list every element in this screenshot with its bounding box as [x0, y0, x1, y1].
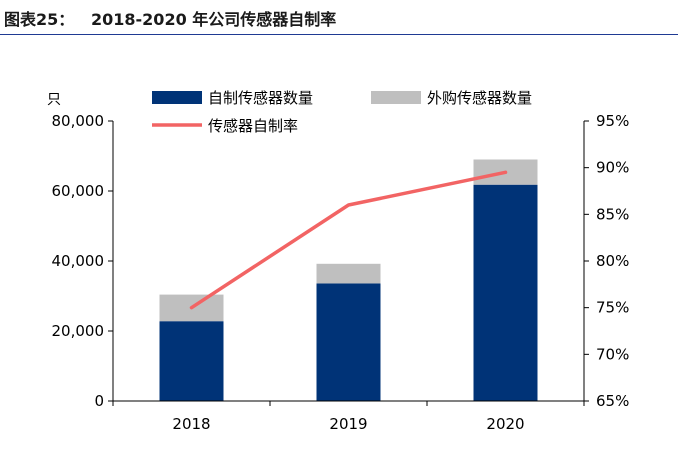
x-tick-label-2018: 2018: [172, 415, 210, 433]
y-right-tick-label: 85%: [596, 205, 629, 223]
y-left-tick-label: 60,000: [52, 182, 105, 200]
y-left-tick-label: 40,000: [52, 252, 105, 270]
title-rule: [0, 34, 678, 35]
y-left-tick-label: 20,000: [52, 322, 105, 340]
legend-label-purchased: 外购传感器数量: [427, 89, 532, 107]
bar-self-made-2018: [159, 321, 224, 401]
bar-self-made-2019: [316, 283, 381, 401]
y-right-tick-label: 95%: [596, 112, 629, 130]
bars-layer: [159, 159, 538, 401]
line-layer: [189, 170, 508, 310]
figure-label: 图表25：: [4, 10, 75, 29]
y-left-tick-label: 0: [94, 392, 104, 410]
y-right-tick-label: 75%: [596, 299, 629, 317]
y-right-tick-label: 80%: [596, 252, 629, 270]
y-left-tick-label: 80,000: [52, 112, 105, 130]
legend-label-self-made: 自制传感器数量: [208, 89, 313, 107]
axes-layer: 0 20,000 40,000 60,000 80,000 只 65% 70% 75% 80% 85…: [47, 92, 629, 433]
figure-title: 图表25： 2018-2020 年公司传感器自制率: [4, 6, 336, 30]
y-right-tick-label: 65%: [596, 392, 629, 410]
figure-title-text: 2018-2020 年公司传感器自制率: [91, 10, 337, 29]
y-left-unit-label: 只: [47, 92, 61, 108]
legend-swatch-self-made: [152, 91, 202, 104]
bar-self-made-2020: [473, 184, 538, 401]
legend-swatch-purchased: [371, 91, 421, 104]
bar-purchased-2019: [316, 263, 381, 284]
y-right-tick-label: 70%: [596, 345, 629, 363]
y-right-tick-label: 90%: [596, 159, 629, 177]
legend-label-rate: 传感器自制率: [208, 117, 298, 135]
x-tick-label-2019: 2019: [329, 415, 367, 433]
x-tick-label-2020: 2020: [486, 415, 524, 433]
